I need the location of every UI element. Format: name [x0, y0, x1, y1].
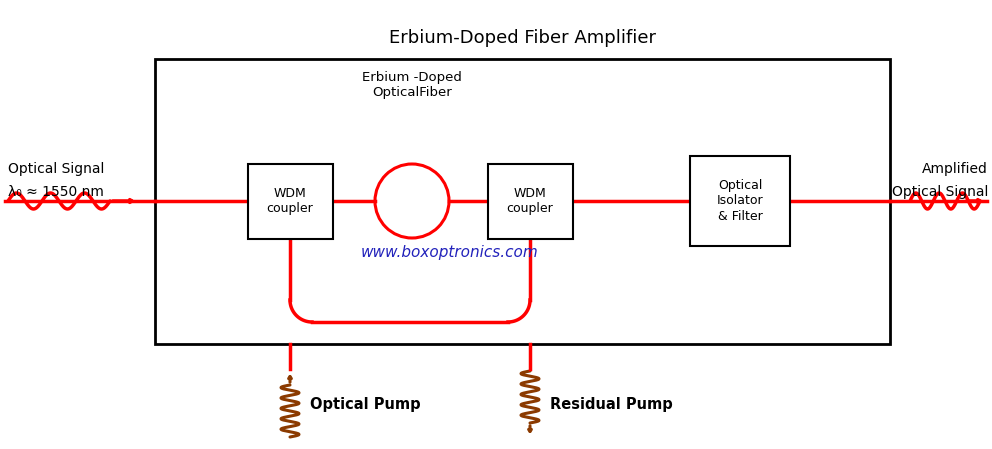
Bar: [690, 156, 790, 246]
Text: λ₀ ≈ 1550 nm: λ₀ ≈ 1550 nm: [8, 185, 104, 199]
Text: Optical
Isolator
& Filter: Optical Isolator & Filter: [716, 180, 763, 223]
Bar: [487, 163, 572, 238]
Text: WDM
coupler: WDM coupler: [507, 187, 554, 215]
Text: Optical Signal: Optical Signal: [892, 185, 988, 199]
Text: Erbium -Doped
OpticalFiber: Erbium -Doped OpticalFiber: [362, 71, 462, 99]
Text: WDM
coupler: WDM coupler: [267, 187, 313, 215]
Text: www.boxoptronics.com: www.boxoptronics.com: [361, 246, 539, 260]
Text: Optical Pump: Optical Pump: [310, 396, 421, 411]
Text: Residual Pump: Residual Pump: [550, 396, 673, 411]
Text: Amplified: Amplified: [923, 162, 988, 176]
Bar: [155, 59, 890, 344]
Bar: [247, 163, 332, 238]
Text: Optical Signal: Optical Signal: [8, 162, 104, 176]
Text: Erbium-Doped Fiber Amplifier: Erbium-Doped Fiber Amplifier: [389, 29, 656, 47]
